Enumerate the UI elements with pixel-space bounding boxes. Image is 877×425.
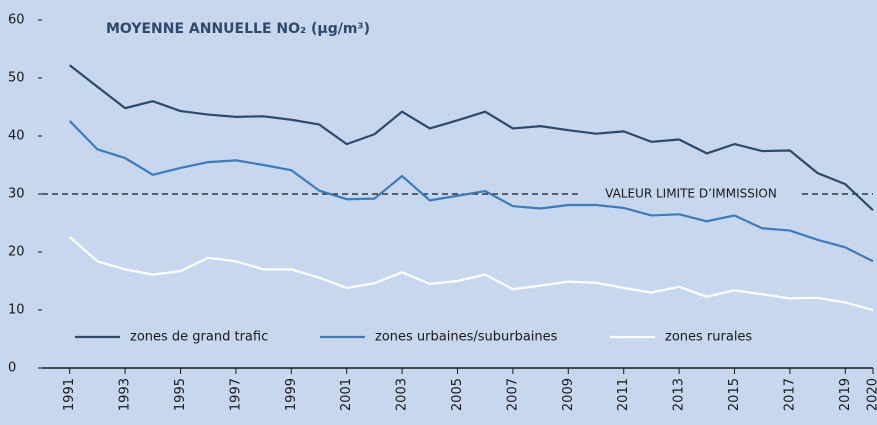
x-tick-label: 1997 (228, 378, 243, 411)
legend-label: zones de grand trafic (130, 330, 268, 345)
series-line (68, 236, 874, 312)
y-tick-label: 20 (8, 245, 25, 260)
x-tick-label: 2015 (727, 378, 742, 411)
x-tick-label: 2011 (616, 378, 631, 411)
y-tick-label: 0 (8, 361, 16, 376)
x-tick-label: 2001 (339, 378, 354, 411)
chart-title: MOYENNE ANNUELLE NO₂ (µg/m³) (106, 21, 370, 37)
y-tick-label: 40 (8, 129, 25, 144)
x-tick-label: 1995 (173, 378, 188, 411)
x-tick-label: 2019 (838, 378, 853, 411)
x-tick-label: 2003 (395, 378, 410, 411)
series-line (68, 120, 874, 263)
x-tick-label: 1999 (284, 378, 299, 411)
series-line (69, 64, 874, 212)
y-tick-label: 10 (8, 303, 25, 318)
x-tick-label: 1991 (62, 378, 77, 411)
y-tick-label: 30 (8, 187, 25, 202)
y-tick-label: 60 (8, 13, 25, 28)
x-tick-label: 2020 (866, 378, 877, 411)
limit-label: VALEUR LIMITE D’IMMISSION (605, 187, 777, 201)
y-tick-label: 50 (8, 71, 25, 86)
legend-label: zones urbaines/suburbaines (375, 330, 558, 345)
limit-label-bg (580, 186, 802, 202)
x-tick-label: 2005 (450, 378, 465, 411)
x-tick-label: 2007 (505, 378, 520, 411)
x-tick-label: 2017 (782, 378, 797, 411)
x-tick-label: 2009 (561, 378, 576, 411)
legend-label: zones rurales (665, 330, 752, 345)
x-tick-label: 2013 (672, 378, 687, 411)
x-tick-label: 1993 (118, 378, 133, 411)
